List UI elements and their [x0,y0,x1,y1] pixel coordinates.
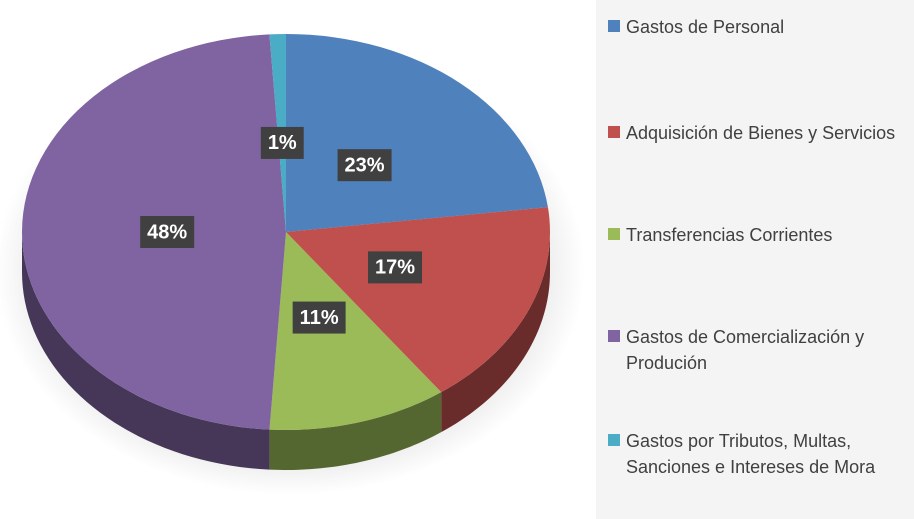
slice [286,34,548,232]
slice-side [269,392,442,470]
data-label-box [337,149,392,182]
data-label-box [368,251,423,284]
data-label: 1% [268,132,297,154]
data-label: 23% [345,154,385,176]
data-label: 48% [147,221,187,243]
chart: 23% 17% 11% 48% 1% [0,34,585,495]
legend-entry: Gastos de Personal [608,14,908,40]
legend-label: Adquisición de Bienes y Servicios [626,123,896,143]
data-label: 11% [300,307,339,329]
data-label-box [260,126,304,159]
legend-swatch [608,434,620,446]
legend-label: Transferencias Corrientes [626,225,833,245]
slice [286,207,550,393]
legend-label: Gastos por Tributos, Multas, Sanciones e… [626,431,876,477]
legend-swatch [608,20,620,32]
legend-label: Gastos de Comercialización y Produción [626,327,865,373]
legend-entry: Adquisición de Bienes y Servicios [608,120,908,146]
legend-swatch [608,228,620,240]
legend-entry: Gastos de Comercialización y Produción [608,324,908,376]
legend-entry: Gastos por Tributos, Multas, Sanciones e… [608,428,908,480]
legend-swatch [608,126,620,138]
data-label: 17% [375,257,415,279]
legend-entry: Transferencias Corrientes [608,222,908,248]
legend-swatch [608,330,620,342]
slice [269,232,442,430]
slice-side [441,232,550,433]
data-label-box [140,216,195,248]
legend: Gastos de Personal Adquisición de Bienes … [596,0,914,519]
slice-side [22,232,270,470]
data-label-box [292,301,346,334]
legend-label: Gastos de Personal [626,17,785,37]
